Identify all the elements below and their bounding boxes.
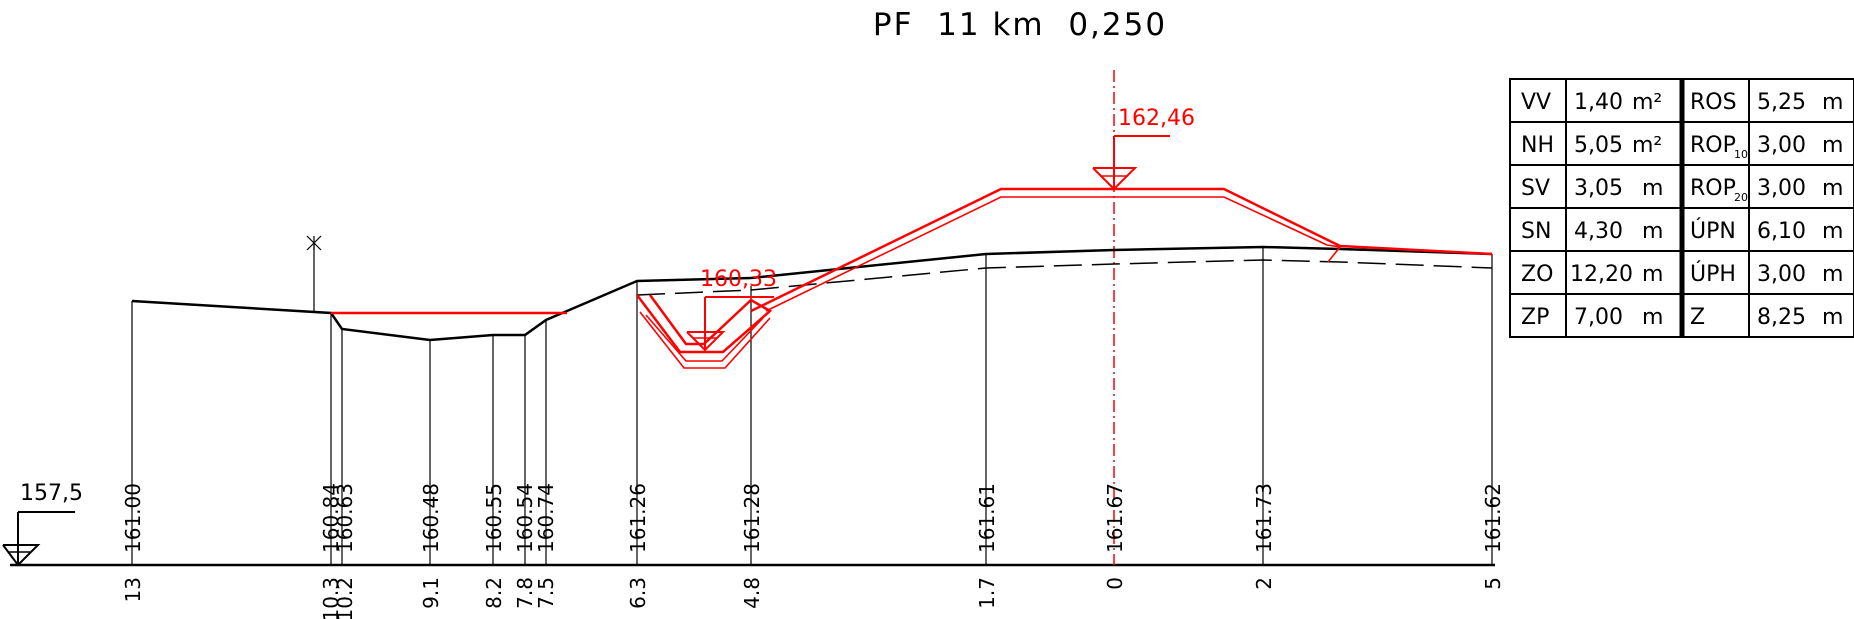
design-level-marker: 162,46 [1092,106,1195,191]
elevation-label: 161.67 [1103,483,1127,553]
design-level-label: 162,46 [1118,106,1195,131]
table-subscript: 20 [1734,191,1748,204]
table-unit: m [1822,90,1843,115]
table-unit: m [1642,176,1663,201]
table-value: 6,10 [1757,219,1806,244]
ditch [636,294,773,369]
table-value: 3,05 [1574,176,1623,201]
distance-label: 5 [1481,577,1505,590]
table-value: 7,00 [1574,305,1623,330]
table-value: 3,00 [1757,262,1806,287]
table-unit: m [1822,262,1843,287]
table-value: 5,05 [1574,133,1623,158]
table-value: 12,20 [1570,262,1633,287]
distance-label: 13 [121,577,145,602]
existing-terrain-line [131,245,1493,342]
table-value: 4,30 [1574,219,1623,244]
elevation-label: 161.26 [626,483,650,553]
table-code: ROP [1690,176,1736,201]
table-value: 8,25 [1757,305,1806,330]
table-subscript: 10 [1734,148,1748,161]
station-lines [131,235,1493,565]
table-code: VV [1521,90,1551,115]
ditch-level-label: 160,33 [700,267,777,292]
distance-label: 8.2 [482,577,506,609]
table-code: Z [1690,305,1705,330]
distance-labels: 13 10.3 10.2 9.1 8.2 7.8 7.5 6.3 4.8 1.7… [121,577,1505,619]
distance-label: 7.5 [534,577,558,609]
distance-label: 9.1 [419,577,443,609]
subgrade-dashed-line [636,259,1493,296]
table-unit: m [1642,262,1663,287]
table-code: ÚPH [1690,261,1736,287]
distance-label: 10.2 [333,577,357,619]
distance-label: 2 [1252,577,1276,590]
ditch-level-marker: 160,33 [686,267,777,352]
road-embankment [750,187,1493,313]
table-code: ÚPN [1690,218,1736,244]
table-value: 1,40 [1574,90,1623,115]
table-unit: m [1822,133,1843,158]
table-code: NH [1521,133,1554,158]
table-value: 3,00 [1757,133,1806,158]
elevation-label: 160.55 [482,483,506,553]
elevation-label: 161.73 [1252,483,1276,553]
elevation-labels: 161.00 160.84 160.63 160.48 160.55 160.5… [121,483,1505,553]
table-unit: m [1822,176,1843,201]
distance-label: 6.3 [626,577,650,609]
elevation-label: 160.48 [419,483,443,553]
parameters-table: VV 1,40 m² NH 5,05 m² SV 3,05 m SN 4,30 … [1509,78,1854,338]
table-value: 3,00 [1757,176,1806,201]
table-unit: m [1822,305,1843,330]
table-code: ZP [1521,305,1549,330]
elevation-label: 160.63 [333,483,357,553]
elevation-label: 160.84 [319,483,343,553]
table-unit: m² [1632,133,1662,158]
reference-level-label: 157,5 [20,481,83,506]
distance-label: 0 [1103,577,1127,590]
table-unit: m [1822,219,1843,244]
distance-label: 4.8 [740,577,764,609]
table-unit: m² [1632,90,1662,115]
distance-label: 1.7 [975,577,999,609]
elevation-label: 160.54 [513,483,537,553]
elevation-label: 161.61 [975,483,999,553]
distance-label: 7.8 [513,577,537,609]
profile-title: PF 11 km 0,250 [873,7,1167,43]
table-code: ZO [1521,262,1553,287]
table-value: 5,25 [1757,90,1806,115]
table-code: ROP [1690,133,1736,158]
table-code: SV [1521,176,1550,201]
table-unit: m [1642,219,1663,244]
table-code: ROS [1690,90,1737,115]
elevation-label: 161.00 [121,483,145,553]
elevation-label: 160.74 [534,483,558,553]
distance-label: 10.3 [319,577,343,619]
table-code: SN [1521,219,1551,244]
table-unit: m [1642,305,1663,330]
elevation-label: 161.28 [740,483,764,553]
elevation-label: 161.62 [1481,483,1505,553]
reference-level-marker: 157,5 [2,481,83,567]
